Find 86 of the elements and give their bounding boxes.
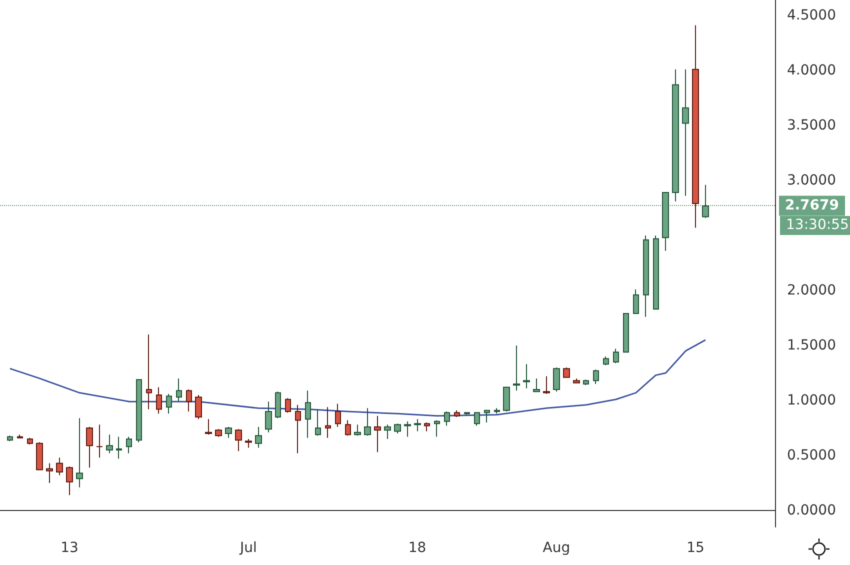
candlestick [523,364,530,389]
candlestick [235,428,242,452]
candlestick [66,466,73,496]
candlestick [354,424,361,436]
candlestick [116,436,122,460]
candlestick [265,401,272,433]
candlestick [653,234,659,310]
candlestick [76,418,83,488]
candlestick [394,423,401,434]
candlestick [374,415,381,453]
candlestick [444,410,450,426]
candlestick [195,394,202,420]
x-tick-label: Jul [238,540,257,556]
candlestick [404,420,411,438]
candlestick [543,376,550,394]
candlestick [672,68,679,202]
y-tick-label: 1.5000 [787,337,836,354]
candlestick [563,366,570,378]
y-tick-label: 3.5000 [787,117,836,134]
line-series [9,339,706,417]
candlestick [692,24,699,228]
candlestick [176,378,182,402]
candlestick [315,408,321,436]
candlestick [335,403,341,428]
candlestick [643,234,649,318]
candlestick [245,438,252,448]
candlestick [503,386,510,412]
y-tick-label: 0.5000 [787,447,836,464]
y-tick-label: 2.0000 [787,282,836,298]
candlestick [215,428,222,438]
candlestick [205,418,212,436]
candlestick [682,68,689,196]
y-tick-label: 0.0000 [787,502,836,518]
y-tick-label: 3.0000 [787,172,836,188]
candlestick [275,391,281,419]
candlestick [186,388,192,412]
y-tick-label: 1.0000 [787,392,836,408]
candlestick [533,378,540,392]
candlestick [484,410,490,423]
candlestick [593,369,599,384]
ref-line-label: 2.7679 [785,198,840,214]
candlestick [46,462,53,484]
candlestick [295,404,301,454]
candlestick [106,434,113,454]
candlestick [285,398,291,414]
candlestick [553,366,560,392]
candlestick [166,393,172,414]
y-tick-label: 4.0000 [787,62,836,78]
candlestick [126,436,132,454]
x-tick-label: 13 [60,540,78,556]
candlestick [573,378,580,384]
candlestick [464,412,470,416]
candlestick [633,288,639,314]
x-tick-label: 15 [686,540,704,556]
candlestick [623,313,629,353]
candlestick [7,435,13,442]
candlestick [613,348,619,364]
candlestick [434,420,440,438]
candlestick [255,426,262,448]
candlestick [325,406,331,438]
candlestick [27,437,33,445]
candlestick [56,457,63,476]
candlestick [17,434,23,438]
candlestick [136,379,142,443]
candlestick [86,426,93,468]
x-tick-label: 18 [408,540,426,556]
candlestick [364,408,371,436]
candlestick [345,420,351,436]
candlestick [513,344,520,392]
candlestick [305,390,311,438]
x-tick-label: Aug [542,540,570,556]
candlestick [454,410,460,418]
candlestick [146,334,152,410]
candlestick [96,424,103,458]
candlestick [225,426,232,438]
candlestick [603,356,609,366]
candlestick [36,442,43,470]
candlestick [424,422,430,432]
candlestick [384,424,391,440]
candlestick [414,418,421,432]
candlestick [583,379,589,386]
y-tick-label: 4.5000 [787,7,836,24]
text: 13:30:55 [786,216,849,233]
candlestick [494,408,500,414]
candlestick [474,412,480,426]
candlestick [156,386,162,414]
